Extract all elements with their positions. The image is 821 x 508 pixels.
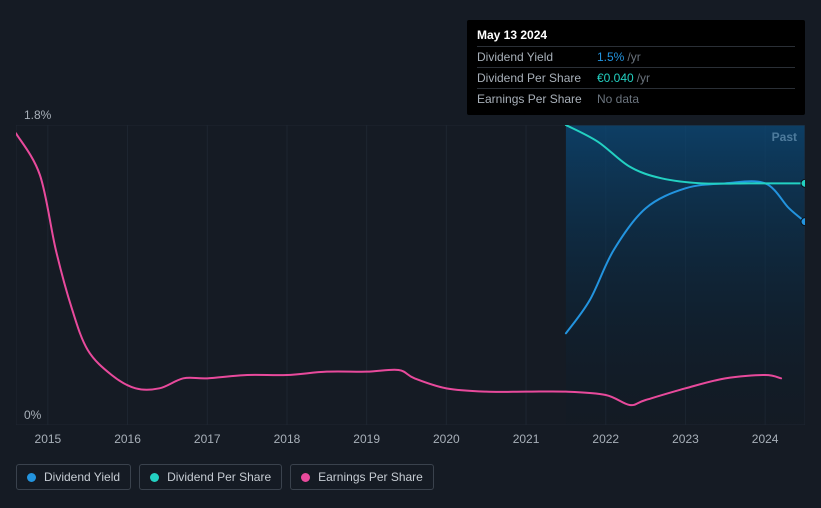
tooltip-row: Dividend Per Share €0.040 /yr (477, 67, 795, 88)
tooltip-row-value: €0.040 (597, 71, 634, 85)
x-axis-tick-label: 2017 (194, 432, 221, 446)
x-axis-tick-label: 2018 (274, 432, 301, 446)
x-axis-tick-label: 2024 (752, 432, 779, 446)
tooltip-row: Earnings Per Share No data (477, 88, 795, 109)
legend-swatch (301, 473, 310, 482)
tooltip-row-value: 1.5% (597, 50, 624, 64)
x-axis-tick-label: 2020 (433, 432, 460, 446)
legend-item-earnings-per-share[interactable]: Earnings Per Share (290, 464, 434, 490)
legend-item-dividend-yield[interactable]: Dividend Yield (16, 464, 131, 490)
y-axis-max-label: 1.8% (24, 108, 51, 122)
x-axis-tick-label: 2019 (353, 432, 380, 446)
tooltip-row-value: No data (597, 92, 639, 106)
x-axis-tick-label: 2021 (513, 432, 540, 446)
x-axis-tick-label: 2023 (672, 432, 699, 446)
line-chart (16, 125, 805, 425)
tooltip-row-label: Earnings Per Share (477, 92, 597, 106)
x-axis-tick-label: 2015 (35, 432, 62, 446)
chart-legend: Dividend Yield Dividend Per Share Earnin… (16, 464, 434, 490)
tooltip-date: May 13 2024 (477, 26, 795, 46)
chart-tooltip: May 13 2024 Dividend Yield 1.5% /yr Divi… (467, 20, 805, 115)
legend-label: Dividend Per Share (167, 470, 271, 484)
x-axis-tick-label: 2016 (114, 432, 141, 446)
tooltip-row-unit: /yr (627, 50, 640, 64)
legend-swatch (150, 473, 159, 482)
tooltip-row-label: Dividend Per Share (477, 71, 597, 85)
tooltip-row: Dividend Yield 1.5% /yr (477, 46, 795, 67)
legend-label: Dividend Yield (44, 470, 120, 484)
x-axis-tick-label: 2022 (592, 432, 619, 446)
tooltip-row-unit: /yr (637, 71, 650, 85)
tooltip-row-label: Dividend Yield (477, 50, 597, 64)
legend-item-dividend-per-share[interactable]: Dividend Per Share (139, 464, 282, 490)
legend-swatch (27, 473, 36, 482)
legend-label: Earnings Per Share (318, 470, 423, 484)
